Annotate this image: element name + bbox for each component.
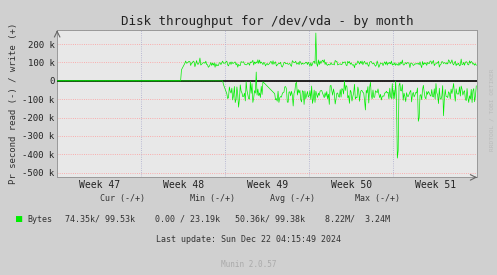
Text: Bytes: Bytes	[27, 214, 52, 224]
Text: RRDTOOL / TOBI OETIKER: RRDTOOL / TOBI OETIKER	[490, 69, 495, 151]
Title: Disk throughput for /dev/vda - by month: Disk throughput for /dev/vda - by month	[121, 15, 414, 28]
Text: ■: ■	[16, 214, 22, 224]
Text: Munin 2.0.57: Munin 2.0.57	[221, 260, 276, 269]
Text: 74.35k/ 99.53k    0.00 / 23.19k   50.36k/ 99.38k    8.22M/  3.24M: 74.35k/ 99.53k 0.00 / 23.19k 50.36k/ 99.…	[65, 214, 390, 224]
Text: Last update: Sun Dec 22 04:15:49 2024: Last update: Sun Dec 22 04:15:49 2024	[156, 235, 341, 244]
Text: Cur (-/+)         Min (-/+)       Avg (-/+)        Max (-/+): Cur (-/+) Min (-/+) Avg (-/+) Max (-/+)	[65, 194, 400, 203]
Y-axis label: Pr second read (-) / write (+): Pr second read (-) / write (+)	[9, 23, 18, 185]
